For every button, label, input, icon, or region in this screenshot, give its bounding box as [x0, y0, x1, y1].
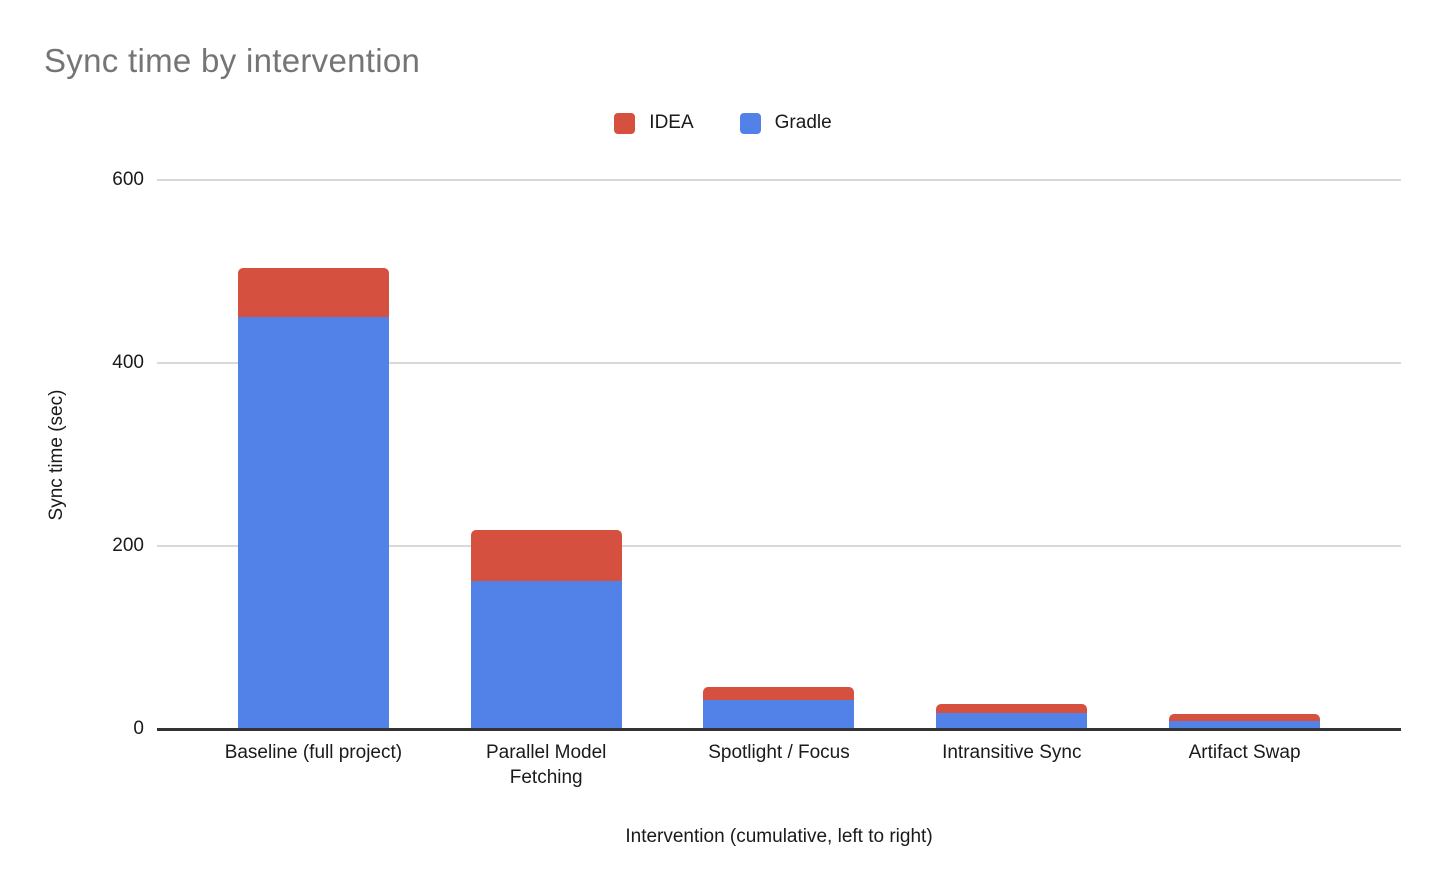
legend-swatch: [614, 112, 636, 134]
bar-segment-idea[interactable]: [703, 686, 855, 700]
y-tick-label: 200: [112, 535, 144, 556]
plot-area: [157, 179, 1401, 731]
bar-4: [895, 180, 1128, 729]
bar-segment-gradle[interactable]: [703, 699, 855, 729]
bar-segment-gradle[interactable]: [1169, 720, 1321, 729]
x-axis-label: Parallel Model Fetching: [485, 742, 607, 788]
y-axis-ticks: 0 200 400 600: [88, 169, 144, 739]
y-tick-label: 400: [112, 352, 144, 373]
x-axis-line: [157, 728, 1401, 731]
legend: IDEA Gradle: [0, 112, 1446, 134]
x-label-slot: Intransitive Sync: [895, 740, 1128, 790]
x-label-slot: Parallel Model Fetching: [430, 740, 663, 790]
y-tick-label: 0: [133, 718, 144, 739]
bar-segment-gradle[interactable]: [470, 580, 622, 729]
chart-title: Sync time by intervention: [44, 42, 421, 79]
legend-label: Gradle: [774, 112, 832, 133]
bar-5: [1128, 180, 1361, 729]
y-axis-title: Sync time (sec): [46, 389, 67, 521]
bar-segment-idea[interactable]: [936, 704, 1088, 713]
y-tick-label: 600: [112, 169, 144, 190]
x-label-slot: Baseline (full project): [197, 740, 430, 790]
x-axis-label: Spotlight / Focus: [708, 742, 850, 763]
bar-segment-idea[interactable]: [1169, 714, 1321, 721]
bar-segment-gradle[interactable]: [936, 712, 1088, 729]
legend-label: IDEA: [649, 112, 694, 133]
x-label-slot: Artifact Swap: [1128, 740, 1361, 790]
x-axis-label: Intransitive Sync: [942, 742, 1082, 763]
bar-segment-idea[interactable]: [470, 529, 622, 581]
gridline: [157, 545, 1401, 548]
x-axis-label: Baseline (full project): [224, 742, 403, 763]
x-label-slot: Spotlight / Focus: [663, 740, 896, 790]
x-axis-title: Intervention (cumulative, left to right): [625, 826, 933, 847]
gridline: [157, 179, 1401, 181]
bar-2: [430, 180, 663, 729]
legend-swatch: [739, 112, 761, 134]
legend-item-gradle[interactable]: Gradle: [739, 112, 832, 134]
gridline: [157, 362, 1401, 365]
x-axis-label: Artifact Swap: [1188, 742, 1301, 763]
bar-1: [197, 180, 430, 729]
legend-item-idea[interactable]: IDEA: [614, 112, 694, 134]
x-axis-labels: Baseline (full project) Parallel Model Fe…: [197, 740, 1361, 790]
bar-3: [663, 180, 896, 729]
bar-segment-idea[interactable]: [237, 267, 389, 318]
bars-container: [197, 180, 1361, 729]
bar-segment-gradle[interactable]: [237, 317, 389, 729]
